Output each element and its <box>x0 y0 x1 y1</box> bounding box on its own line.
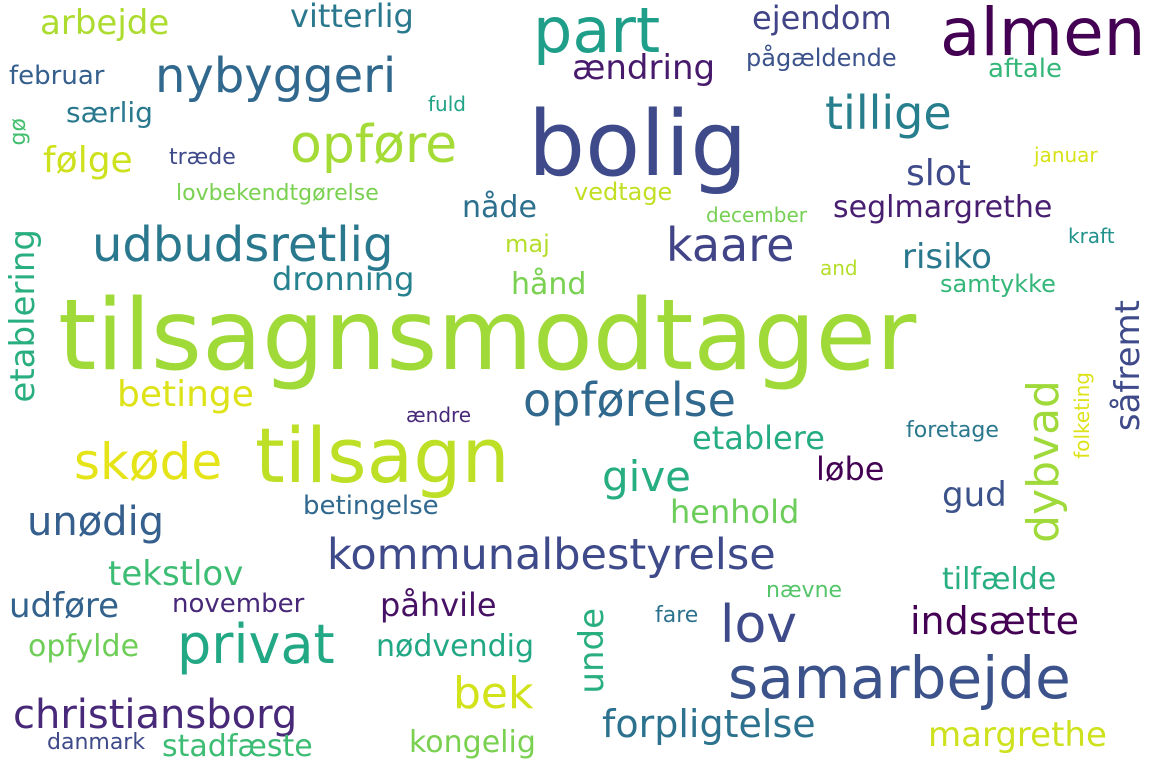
word: slot <box>906 153 971 194</box>
word: januar <box>1034 143 1098 167</box>
word: gø <box>6 118 31 146</box>
word: dybvad <box>1018 380 1069 543</box>
word: tekstlov <box>108 554 244 594</box>
word: etablere <box>692 419 825 457</box>
word: danmark <box>47 730 146 755</box>
word: folketing <box>1070 372 1094 459</box>
word: tilsagn <box>255 411 510 500</box>
word: nævne <box>766 578 843 603</box>
word: etablering <box>3 229 43 403</box>
word: tillige <box>825 86 952 140</box>
word: lov <box>720 595 798 655</box>
word: henhold <box>670 493 800 531</box>
word: dronning <box>272 260 415 298</box>
word: ændring <box>572 48 716 88</box>
word: forpligtelse <box>602 702 816 746</box>
word: vitterlig <box>290 0 414 35</box>
word: særlig <box>66 96 153 129</box>
word: betingelse <box>303 491 439 521</box>
word: risiko <box>902 237 992 277</box>
word: hånd <box>511 267 587 302</box>
word: november <box>172 589 305 619</box>
word: kaare <box>666 218 795 272</box>
word: vedtage <box>574 178 673 206</box>
word: maj <box>505 230 550 258</box>
word: bolig <box>528 92 748 197</box>
word: bek <box>453 668 534 719</box>
word: stadfæste <box>162 729 313 764</box>
word: udbudsretlig <box>92 217 394 273</box>
word: and <box>820 256 858 280</box>
word: indsætte <box>910 599 1080 643</box>
word: nybyggeri <box>155 48 397 104</box>
word: kongelig <box>409 725 536 760</box>
word: privat <box>177 613 335 676</box>
word: opfylde <box>28 629 140 664</box>
word: påhvile <box>380 586 497 624</box>
word: fuld <box>428 92 466 116</box>
word: unde <box>572 608 612 694</box>
word: opførelse <box>523 373 736 427</box>
word: opføre <box>290 115 458 175</box>
word: gud <box>942 475 1007 515</box>
word: såfremt <box>1108 300 1148 432</box>
word: løbe <box>816 450 885 488</box>
word: udføre <box>9 586 120 626</box>
word: christiansborg <box>13 692 298 738</box>
word: part <box>533 0 661 67</box>
word: tilsagnsmodtager <box>58 279 917 393</box>
word: aftale <box>988 54 1062 84</box>
word: december <box>706 203 808 227</box>
word: kommunalbestyrelse <box>327 530 776 580</box>
word: betinge <box>117 374 254 415</box>
word: februar <box>9 61 105 91</box>
word: arbejde <box>40 3 170 43</box>
word: fare <box>655 603 699 628</box>
word: ejendom <box>752 0 892 37</box>
word: skøde <box>74 433 223 491</box>
word: give <box>602 452 692 501</box>
word: nåde <box>462 190 537 225</box>
word: tilfælde <box>942 562 1057 597</box>
word: samarbejde <box>728 644 1071 712</box>
word: pågældende <box>746 44 897 72</box>
word: lovbekendtgørelse <box>176 181 379 206</box>
word: kraft <box>1068 224 1115 248</box>
word: ændre <box>406 403 472 427</box>
word: foretage <box>906 418 999 443</box>
word: træde <box>169 145 236 170</box>
word: samtykke <box>940 270 1056 298</box>
word: nødvendig <box>376 629 535 664</box>
word: almen <box>940 0 1146 71</box>
word: margrethe <box>928 715 1107 755</box>
word: seglmargrethe <box>833 190 1053 225</box>
word: følge <box>43 140 133 181</box>
word: unødig <box>27 499 165 545</box>
